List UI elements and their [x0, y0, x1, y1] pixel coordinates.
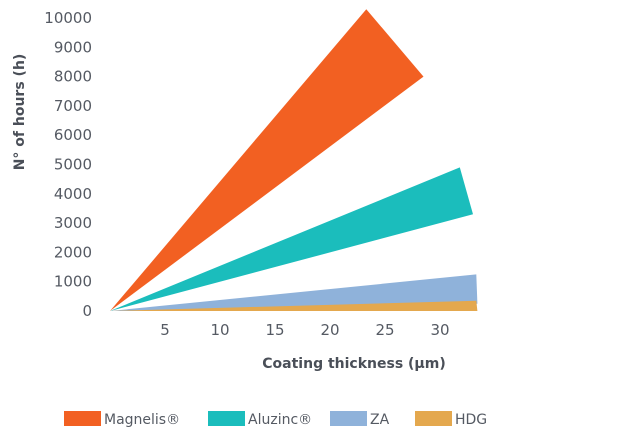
- series-area-magnelis: [110, 9, 424, 311]
- x-tick-labels: 5 10 15 20 25 30: [160, 321, 449, 339]
- x-tick-label: 20: [320, 321, 339, 339]
- legend-label-za: ZA: [370, 412, 390, 428]
- x-tick-label: 30: [430, 321, 449, 339]
- legend: Magnelis® Aluzinc® ZA HDG: [64, 411, 487, 428]
- x-axis-title: Coating thickness (µm): [262, 356, 445, 372]
- y-tick-label: 3000: [54, 214, 92, 232]
- x-tick-label: 5: [160, 321, 170, 339]
- y-tick-label: 5000: [54, 156, 92, 174]
- y-tick-label: 0: [82, 302, 92, 320]
- plot-area: [110, 9, 478, 311]
- y-tick-label: 10000: [44, 9, 92, 27]
- y-tick-label: 1000: [54, 273, 92, 291]
- series-area-aluzinc: [110, 167, 473, 311]
- legend-swatch-hdg: [415, 411, 452, 426]
- x-tick-label: 25: [375, 321, 394, 339]
- y-tick-label: 8000: [54, 68, 92, 86]
- y-tick-label: 6000: [54, 126, 92, 144]
- series-area-za: [110, 274, 478, 311]
- legend-label-aluzinc: Aluzinc®: [248, 412, 312, 428]
- y-tick-label: 4000: [54, 185, 92, 203]
- y-tick-labels: 0 1000 2000 3000 4000 5000 6000 7000 8000 9000 100…: [44, 9, 92, 320]
- x-tick-label: 15: [265, 321, 284, 339]
- legend-label-magnelis: Magnelis®: [104, 412, 180, 428]
- y-tick-label: 2000: [54, 243, 92, 261]
- y-axis-title: N° of hours (h): [12, 54, 28, 171]
- y-tick-label: 9000: [54, 38, 92, 56]
- legend-label-hdg: HDG: [455, 412, 487, 428]
- legend-swatch-aluzinc: [208, 411, 245, 426]
- legend-swatch-magnelis: [64, 411, 101, 426]
- legend-swatch-za: [330, 411, 367, 426]
- x-tick-label: 10: [210, 321, 229, 339]
- y-tick-label: 7000: [54, 97, 92, 115]
- series-area-hdg: [110, 300, 478, 311]
